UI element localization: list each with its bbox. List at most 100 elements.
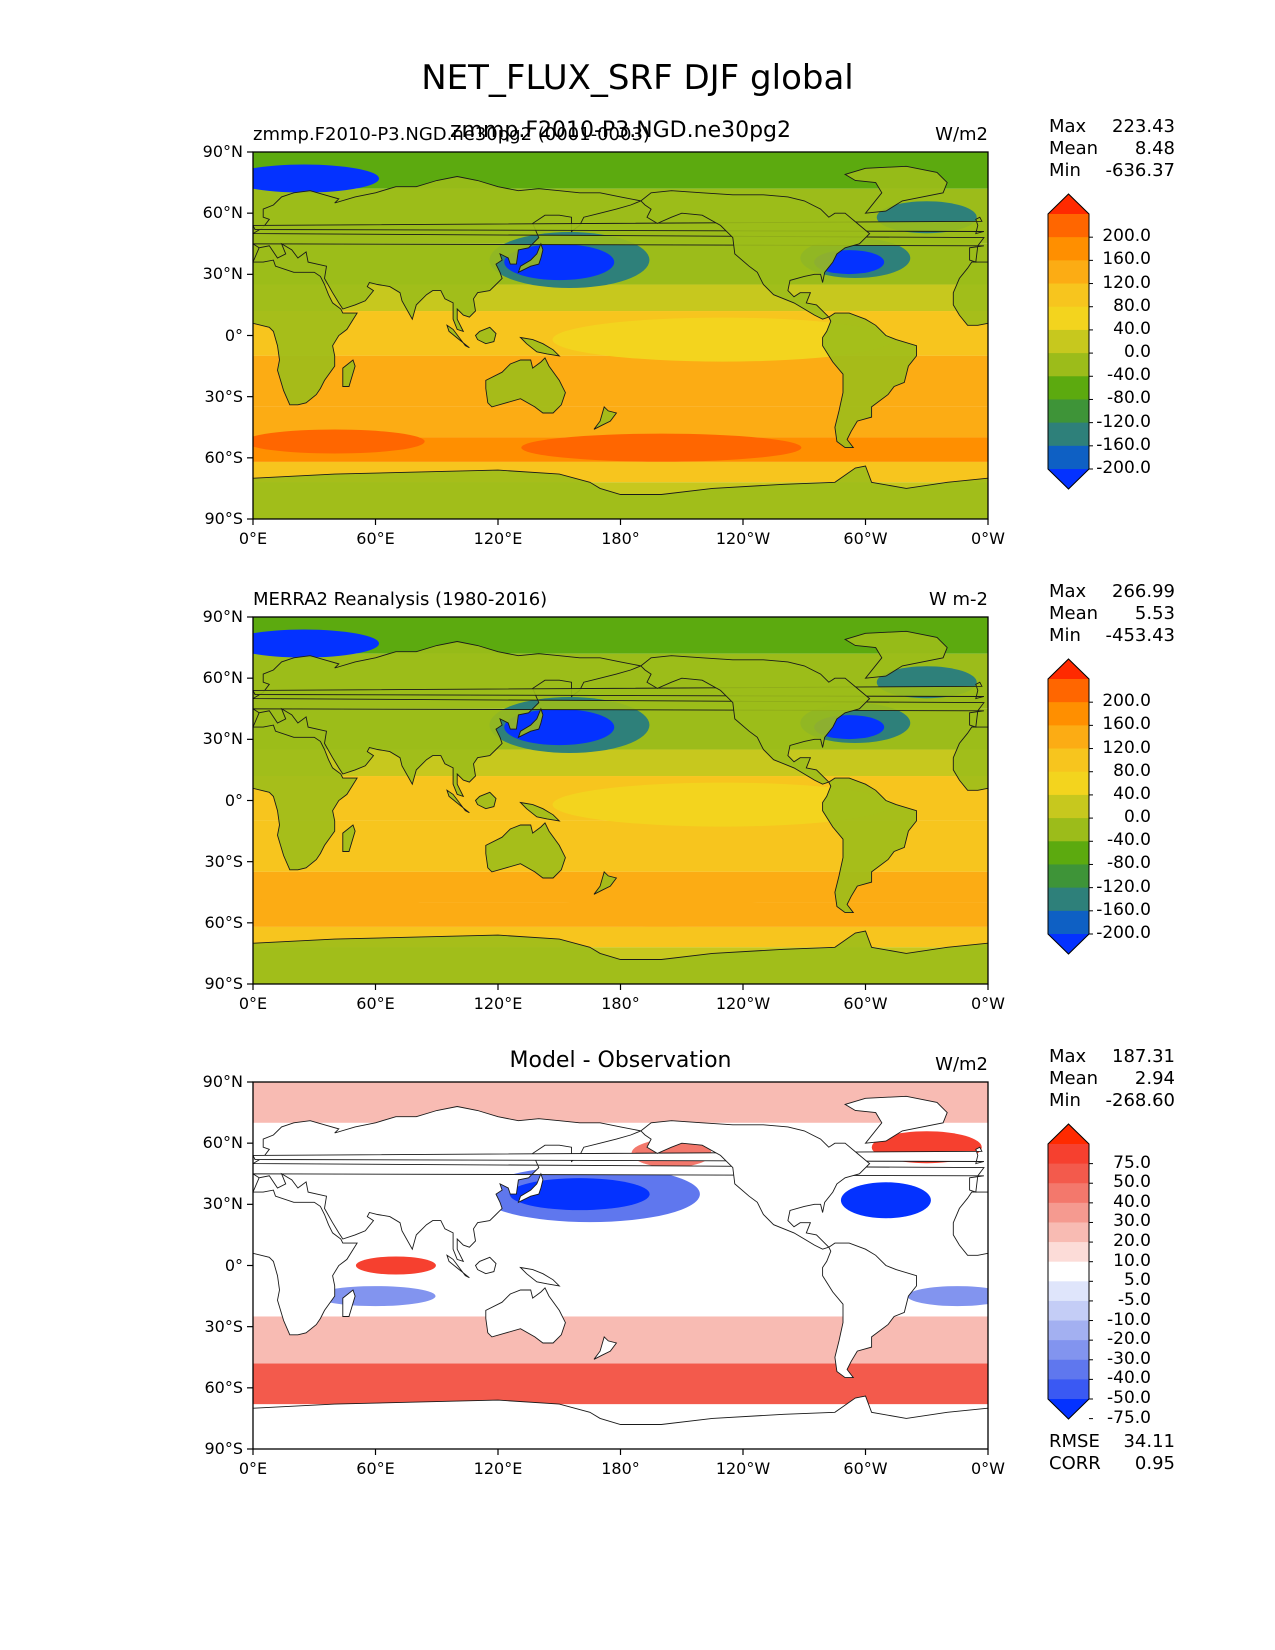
colorbar-label: -40.0	[1107, 365, 1151, 386]
coastline	[843, 165, 948, 214]
coastline	[640, 1120, 871, 1250]
y-tick-label: 90°S	[204, 974, 243, 993]
x-tick-label: 60°W	[843, 529, 888, 548]
colorbar-extend-max	[1048, 659, 1089, 679]
x-tick-label: 180°	[601, 529, 640, 548]
x-tick-label: 0°W	[971, 994, 1005, 1013]
colorbar-segment	[1048, 422, 1089, 447]
colorbar-label: 30.0	[1113, 1211, 1151, 1232]
colorbar-label: 40.0	[1113, 1191, 1151, 1212]
colorbar-segment	[1048, 1320, 1089, 1341]
colorbar-label: -50.0	[1107, 1388, 1151, 1408]
colorbar-segment	[1048, 702, 1089, 726]
coastline	[593, 406, 618, 430]
x-tick-label: 0°E	[238, 529, 268, 548]
y-tick-label: 60°S	[204, 1377, 243, 1397]
stat-value: 2.94	[1134, 1068, 1175, 1089]
y-tick-label: 90°N	[202, 1072, 243, 1091]
stat-value: -453.43	[1105, 625, 1175, 646]
colorbar-segment	[1048, 841, 1089, 865]
colorbar-extend-min	[1048, 1399, 1089, 1419]
coastline	[843, 630, 948, 679]
panel-units: W/m2	[935, 1054, 988, 1075]
field-reference	[253, 617, 988, 984]
colorbar-extend-min	[1048, 469, 1089, 489]
coastline	[342, 1289, 356, 1317]
colorbar-label: 75.0	[1113, 1152, 1151, 1173]
stat-value: 187.31	[1112, 1046, 1175, 1067]
coastline	[822, 1242, 917, 1379]
coastline	[952, 726, 988, 791]
x-tick-label: 120°E	[473, 1459, 523, 1478]
colorbar-reference	[1047, 658, 1093, 955]
map-panel-test	[247, 151, 1093, 525]
coastline	[446, 1254, 470, 1279]
colorbar-segment	[1048, 794, 1089, 819]
colorbar-extend-max	[1048, 194, 1089, 214]
stat-label: CORR	[1049, 1453, 1101, 1474]
x-tick-label: 60°E	[356, 1459, 395, 1478]
stat-row-min: Min -268.60	[1049, 1090, 1175, 1112]
y-tick-label: 60°N	[202, 1133, 243, 1153]
stat-row-max: Max 223.43	[1049, 116, 1175, 138]
stat-label: Max	[1049, 116, 1087, 137]
stat-label: Max	[1049, 1046, 1087, 1067]
colorbar-label: 0.0	[1123, 807, 1151, 828]
colorbar-extend-max	[1048, 1124, 1089, 1144]
coastline	[843, 1095, 948, 1144]
coastline	[517, 707, 544, 739]
x-tick-label: 60°E	[356, 994, 395, 1013]
stat-row-mean: Mean 8.48	[1049, 138, 1175, 160]
colorbar-segment	[1048, 1300, 1089, 1322]
panel-title-left: MERRA2 Reanalysis (1980-2016)	[253, 589, 548, 610]
coastline	[517, 242, 544, 274]
stat-label: Mean	[1049, 1068, 1099, 1089]
colorbar-segment	[1048, 329, 1089, 354]
colorbar-label: 10.0	[1113, 1250, 1151, 1271]
stats-rmse-corr: RMSE 34.11 CORR 0.95	[1049, 1431, 1175, 1475]
panel-title-center: Model - Observation	[509, 1048, 732, 1073]
y-tick-label: 0°	[224, 325, 243, 345]
stat-row-max: Max 187.31	[1049, 1046, 1175, 1068]
stat-value: 0.95	[1134, 1453, 1175, 1474]
coastline	[253, 724, 358, 871]
stat-value: -268.60	[1105, 1090, 1175, 1111]
x-tick-label: 60°E	[356, 529, 395, 548]
y-tick-label: 90°S	[204, 509, 243, 528]
colorbar-segment	[1048, 1242, 1089, 1263]
stats-reference: Max 266.99 Mean 5.53 Min -453.43	[1049, 581, 1175, 647]
stat-label: Max	[1049, 581, 1087, 602]
y-tick-label: 30°N	[202, 729, 243, 749]
colorbar-segment	[1048, 445, 1089, 470]
colorbar-label: -10.0	[1107, 1309, 1151, 1330]
colorbar-segment	[1048, 1340, 1089, 1361]
colorbar-difference	[1047, 1123, 1093, 1420]
colorbar-segment	[1048, 376, 1089, 400]
colorbar-label: -30.0	[1107, 1348, 1151, 1369]
colorbar-segment	[1048, 748, 1089, 773]
y-tick-label: 60°S	[204, 912, 243, 932]
colorbar-label: 40.0	[1113, 318, 1151, 339]
colorbar-segment	[1048, 818, 1089, 842]
coastline	[822, 777, 917, 914]
coastline	[474, 1256, 497, 1275]
stat-row-corr: CORR 0.95	[1049, 1453, 1175, 1475]
colorbar-label: 160.0	[1102, 714, 1151, 735]
colorbar-label: 40.0	[1113, 783, 1151, 804]
stat-row-mean: Mean 5.53	[1049, 603, 1175, 625]
x-tick-label: 180°	[601, 994, 640, 1013]
x-tick-label: 120°E	[473, 529, 523, 548]
coastline	[485, 357, 566, 414]
y-tick-label: 30°N	[202, 264, 243, 284]
y-tick-label: 60°S	[204, 447, 243, 467]
x-tick-label: 180°	[601, 1459, 640, 1478]
y-tick-label: 90°N	[202, 142, 243, 161]
colorbar-segment	[1048, 260, 1089, 285]
colorbar-label: -5.0	[1117, 1289, 1151, 1310]
y-tick-label: 60°N	[202, 668, 243, 688]
coastline	[253, 176, 985, 333]
coastline	[253, 259, 358, 406]
field-test	[253, 152, 988, 519]
colorbar-segment	[1048, 1222, 1089, 1243]
